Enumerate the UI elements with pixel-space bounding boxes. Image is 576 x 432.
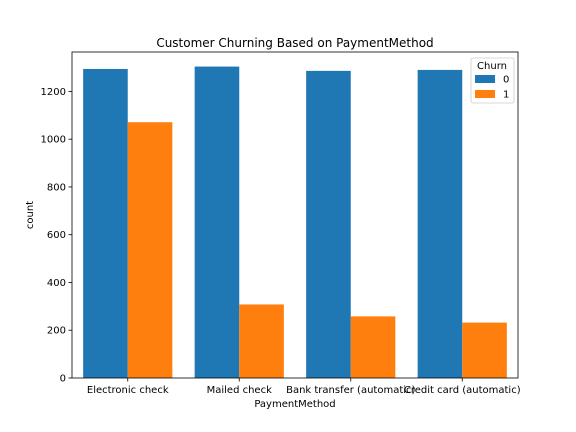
bar-churn-0-1 [194,66,240,379]
chart-title: Customer Churning Based on PaymentMethod [156,36,433,50]
y-tick-label-6: 1200 [41,87,66,98]
y-tick-label-1: 200 [47,326,66,337]
bar-churn-1-2 [350,316,396,378]
legend-title: Churn [477,61,507,72]
x-axis-ticks: Electronic check Mailed check Bank transfe… [87,378,521,396]
legend-label-0: 0 [503,75,509,86]
x-tick-label-3: Credit card (automatic) [404,385,521,396]
x-tick-label-2: Bank transfer (automatic) [286,385,415,396]
bar-churn-1-1 [239,304,284,378]
y-tick-label-2: 400 [47,278,66,289]
bars-group [83,66,507,379]
legend: Churn 01 [470,57,515,104]
legend-swatch-0 [475,75,495,83]
y-tick-label-0: 0 [60,374,66,385]
y-tick-label-3: 600 [47,230,66,241]
bar-churn-1-0 [127,122,173,378]
legend-items: 01 [475,75,509,101]
plot-frame [71,51,519,379]
bar-churn-0-3 [417,69,463,379]
y-tick-label-4: 800 [47,182,66,193]
bar-churn-0-2 [306,70,351,378]
bar-churn-1-3 [462,322,507,378]
y-axis-ticks: 0 200 400 600 800 1000 1200 [41,87,72,385]
legend-label-1: 1 [503,90,509,101]
x-tick-label-1: Mailed check [207,385,272,396]
bar-churn-0-0 [83,68,128,378]
x-axis-label: PaymentMethod [254,399,335,410]
x-tick-label-0: Electronic check [87,385,169,396]
legend-swatch-1 [475,90,495,98]
y-tick-label-5: 1000 [41,135,66,146]
y-axis-label: count [25,201,36,229]
